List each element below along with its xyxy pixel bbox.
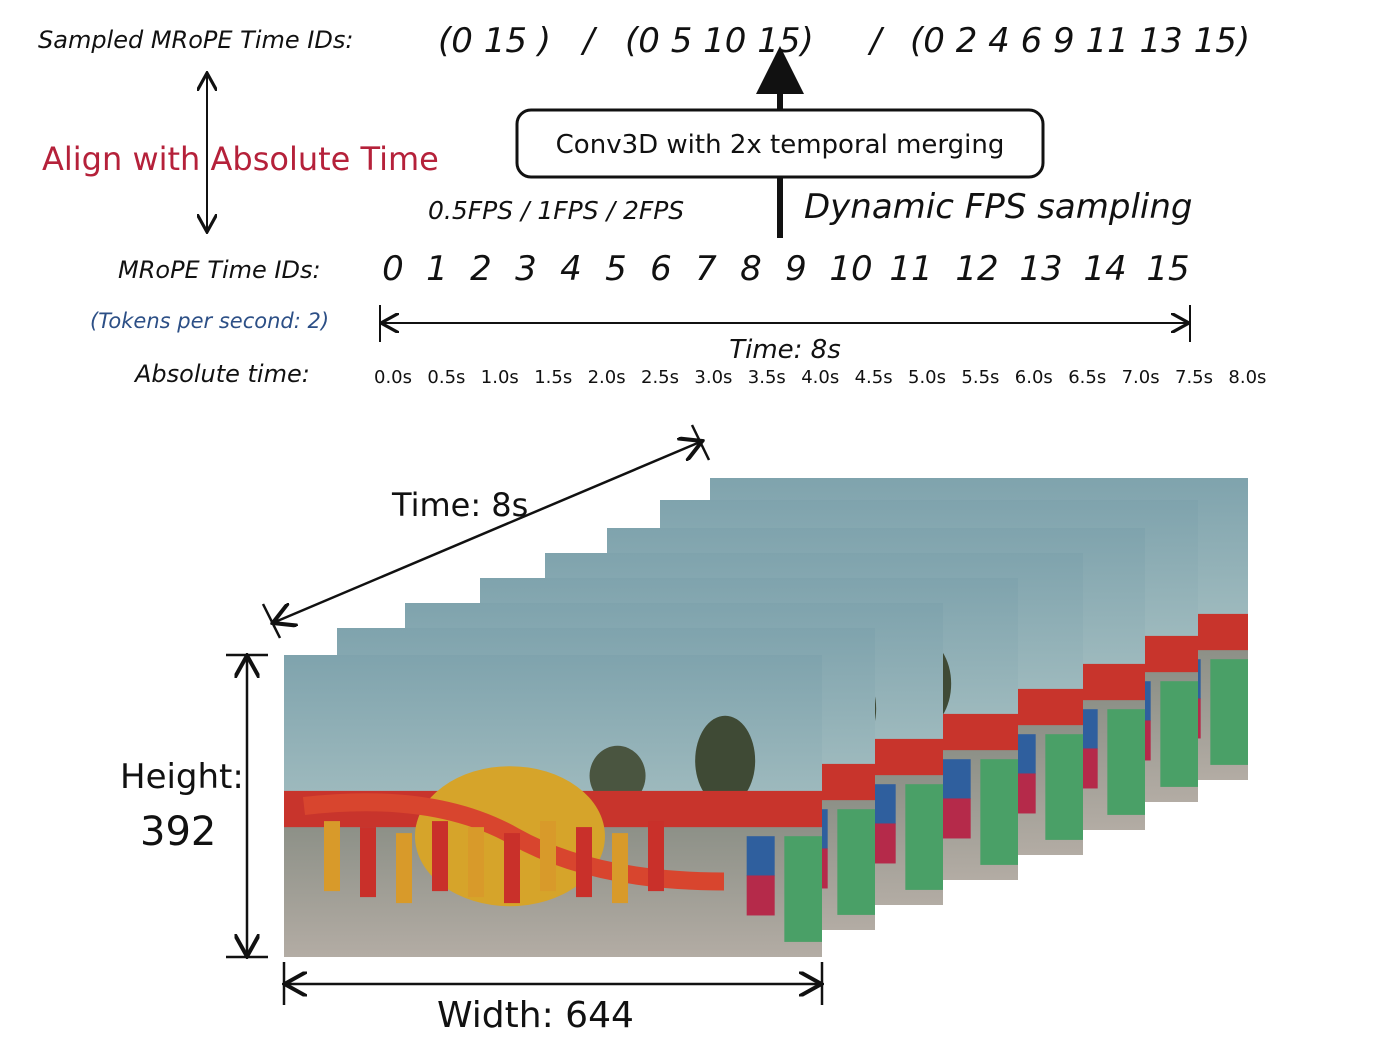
mrope-id: 11 bbox=[889, 249, 932, 289]
absolute-time-value: 3.0s bbox=[694, 367, 732, 388]
mrope-id: 4 bbox=[560, 249, 582, 289]
conv3d-label: Conv3D with 2x temporal merging bbox=[556, 130, 1005, 160]
mrope-id: 0 bbox=[382, 249, 404, 289]
mrope-id: 1 bbox=[426, 249, 448, 289]
absolute-time-value: 3.5s bbox=[748, 367, 786, 388]
absolute-time-value: 5.5s bbox=[961, 367, 999, 388]
align-absolute-time-label: Align with Absolute Time bbox=[42, 140, 439, 178]
absolute-time-value: 5.0s bbox=[908, 367, 946, 388]
absolute-time-value: 4.0s bbox=[801, 367, 839, 388]
conv3d-box bbox=[515, 108, 1045, 179]
time-diagonal-arrow bbox=[275, 442, 700, 622]
height-value: 392 bbox=[140, 809, 216, 855]
mrope-id: 15 bbox=[1146, 249, 1189, 289]
mrope-id: 5 bbox=[605, 249, 627, 289]
time-tick-end bbox=[690, 424, 711, 461]
sampled-group-2: (0 5 10 15) bbox=[625, 21, 814, 61]
absolute-time-value: 0.5s bbox=[427, 367, 465, 388]
mrope-id: 13 bbox=[1019, 249, 1062, 289]
sampled-group-1: (0 15 ) bbox=[438, 21, 551, 61]
separator: / bbox=[580, 21, 598, 61]
mrope-id: 3 bbox=[515, 249, 537, 289]
sampled-group-3: (0 2 4 6 9 11 13 15) bbox=[910, 21, 1250, 61]
absolute-time-value: 0.0s bbox=[374, 367, 412, 388]
mrope-id: 12 bbox=[955, 249, 998, 289]
mrope-label: MRoPE Time IDs: bbox=[118, 256, 321, 284]
fps-options: 0.5FPS / 1FPS / 2FPS bbox=[428, 196, 684, 225]
separator: / bbox=[867, 21, 885, 61]
absolute-time-value: 8.0s bbox=[1228, 367, 1266, 388]
absolute-time-value: 1.5s bbox=[534, 367, 572, 388]
absolute-times: 0.0s 0.5s 1.0s 1.5s 2.0s 2.5s 3.0s 3.5s 4.0s 4.5s… bbox=[374, 367, 1266, 388]
absolute-time-label: Absolute time: bbox=[133, 360, 310, 388]
mrope-id: 6 bbox=[650, 249, 672, 289]
mrope-id: 2 bbox=[470, 249, 492, 289]
sampled-mrope-label: Sampled MRoPE Time IDs: bbox=[38, 26, 353, 54]
tokens-per-second: (Tokens per second: 2) bbox=[90, 309, 329, 333]
video-time-label: Time: 8s bbox=[391, 486, 528, 524]
absolute-time-value: 2.0s bbox=[588, 367, 626, 388]
mrope-id: 9 bbox=[785, 249, 807, 289]
absolute-time-value: 2.5s bbox=[641, 367, 679, 388]
mrope-id: 8 bbox=[740, 249, 762, 289]
height-label: Height: bbox=[120, 757, 244, 797]
absolute-time-value: 7.5s bbox=[1175, 367, 1213, 388]
video-frame bbox=[284, 655, 822, 957]
absolute-time-value: 7.0s bbox=[1122, 367, 1160, 388]
dynamic-fps-label: Dynamic FPS sampling bbox=[804, 187, 1192, 227]
mrope-id: 7 bbox=[695, 249, 717, 289]
absolute-time-value: 6.0s bbox=[1015, 367, 1053, 388]
time-tick-start bbox=[261, 603, 282, 639]
mrope-id: 14 bbox=[1083, 249, 1126, 289]
width-label: Width: 644 bbox=[437, 995, 634, 1036]
absolute-time-value: 4.5s bbox=[855, 367, 893, 388]
absolute-time-value: 1.0s bbox=[481, 367, 519, 388]
time-span-label: Time: 8s bbox=[729, 335, 841, 365]
mrope-id: 10 bbox=[829, 249, 872, 289]
absolute-time-value: 6.5s bbox=[1068, 367, 1106, 388]
video-frames bbox=[284, 478, 1248, 957]
mrope-ids: 0 1 2 3 4 5 6 7 8 9 10 11 12 13 14 15 bbox=[382, 249, 1189, 289]
